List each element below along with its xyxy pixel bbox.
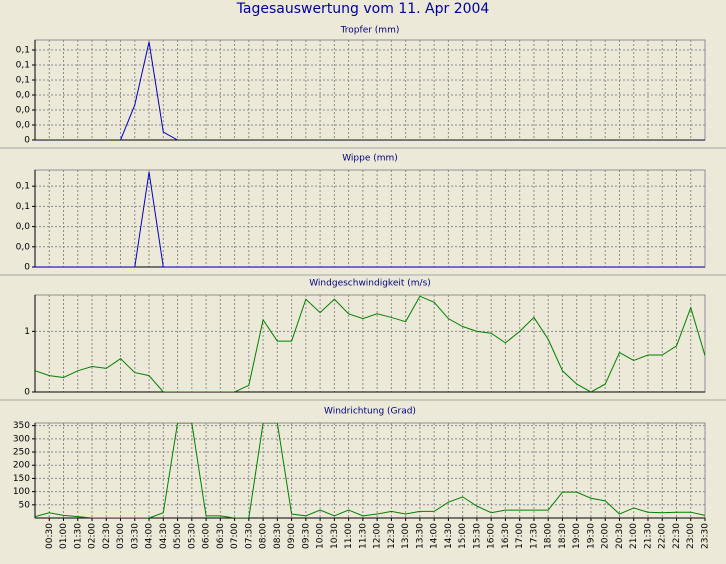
x-tick-label: 03:00 (116, 523, 126, 549)
x-tick-label: 22:30 (672, 523, 682, 549)
x-tick-label: 23:30 (701, 523, 711, 549)
x-tick-label: 01:00 (59, 523, 69, 549)
y-tick-label: 1 (24, 327, 30, 337)
x-tick-label: 16:00 (487, 523, 497, 549)
x-tick-label: 19:00 (572, 523, 582, 549)
x-tick-label: 17:30 (529, 523, 539, 549)
y-tick-label: 0,1 (16, 182, 30, 192)
x-tick-label: 02:00 (88, 523, 98, 549)
x-tick-label: 18:00 (544, 523, 554, 549)
y-tick-label: 0 (24, 263, 30, 273)
plot-area (34, 294, 706, 393)
plot-area (34, 39, 706, 141)
x-tick-label: 16:30 (501, 523, 511, 549)
x-tick-label: 04:30 (159, 523, 169, 549)
panel-title: Tropfer (mm) (340, 26, 400, 36)
x-tick-label: 21:00 (629, 523, 639, 549)
x-tick-label: 07:30 (244, 523, 254, 549)
x-tick-label: 14:30 (444, 523, 454, 549)
y-tick-label: 150 (13, 474, 30, 484)
x-tick-label: 19:30 (586, 523, 596, 549)
y-tick-label: 0,1 (16, 202, 30, 212)
x-tick-label: 11:00 (344, 523, 354, 549)
y-tick-label: 0,0 (16, 121, 31, 131)
x-tick-label: 14:00 (430, 523, 440, 549)
y-tick-label: 100 (13, 487, 30, 497)
panel-title: Wippe (mm) (342, 154, 398, 164)
y-tick-label: 250 (13, 448, 30, 458)
x-tick-label: 17:00 (515, 523, 525, 549)
x-tick-label: 02:30 (102, 523, 112, 549)
x-tick-label: 03:30 (130, 523, 140, 549)
y-tick-label: 350 (13, 421, 30, 431)
x-tick-label: 18:30 (558, 523, 568, 549)
x-tick-label: 20:30 (615, 523, 625, 549)
x-tick-label: 01:30 (73, 523, 83, 549)
plot-area (34, 169, 706, 268)
y-tick-label: 0,0 (16, 91, 31, 101)
x-tick-label: 15:30 (472, 523, 482, 549)
panel-title: Windgeschwindigkeit (m/s) (309, 279, 431, 289)
y-tick-label: 0,0 (16, 242, 31, 252)
data-line (35, 423, 705, 518)
x-tick-label: 12:00 (373, 523, 383, 549)
y-tick-label: 50 (19, 500, 31, 510)
data-line (35, 41, 705, 140)
x-tick-label: 20:00 (601, 523, 611, 549)
data-line (35, 295, 705, 392)
x-tick-label: 06:30 (216, 523, 226, 549)
x-tick-label: 10:30 (330, 523, 340, 549)
x-tick-label: 08:00 (259, 523, 269, 549)
x-tick-label: 05:00 (173, 523, 183, 549)
x-tick-label: 11:30 (358, 523, 368, 549)
y-tick-label: 0,1 (16, 46, 30, 56)
y-tick-label: 0,0 (16, 222, 31, 232)
y-tick-label: 0,0 (16, 106, 31, 116)
x-tick-label: 12:30 (387, 523, 397, 549)
x-tick-label: 13:30 (415, 523, 425, 549)
y-tick-label: 300 (13, 434, 30, 444)
x-tick-label: 07:00 (230, 523, 240, 549)
panel-title: Windrichtung (Grad) (324, 407, 416, 417)
plot-area (34, 422, 706, 519)
x-tick-label: 21:30 (643, 523, 653, 549)
x-tick-label: 06:00 (202, 523, 212, 549)
y-tick-label: 0,1 (16, 61, 30, 71)
x-tick-label: 09:30 (301, 523, 311, 549)
x-tick-label: 08:30 (273, 523, 283, 549)
page-title: Tagesauswertung vom 11. Apr 2004 (236, 1, 490, 17)
x-tick-label: 10:00 (316, 523, 326, 549)
x-tick-label: 09:00 (287, 523, 297, 549)
x-tick-label: 23:00 (686, 523, 696, 549)
x-tick-label: 15:00 (458, 523, 468, 549)
y-tick-label: 0 (24, 388, 30, 398)
x-tick-label: 04:00 (145, 523, 155, 549)
x-tick-label: 13:00 (401, 523, 411, 549)
y-tick-label: 200 (13, 461, 30, 471)
y-tick-label: 0 (24, 136, 30, 146)
data-line (35, 171, 705, 267)
x-tick-label: 00:30 (45, 523, 55, 549)
x-tick-label: 05:30 (187, 523, 197, 549)
y-tick-label: 0,1 (16, 76, 30, 86)
x-tick-label: 22:00 (658, 523, 668, 549)
